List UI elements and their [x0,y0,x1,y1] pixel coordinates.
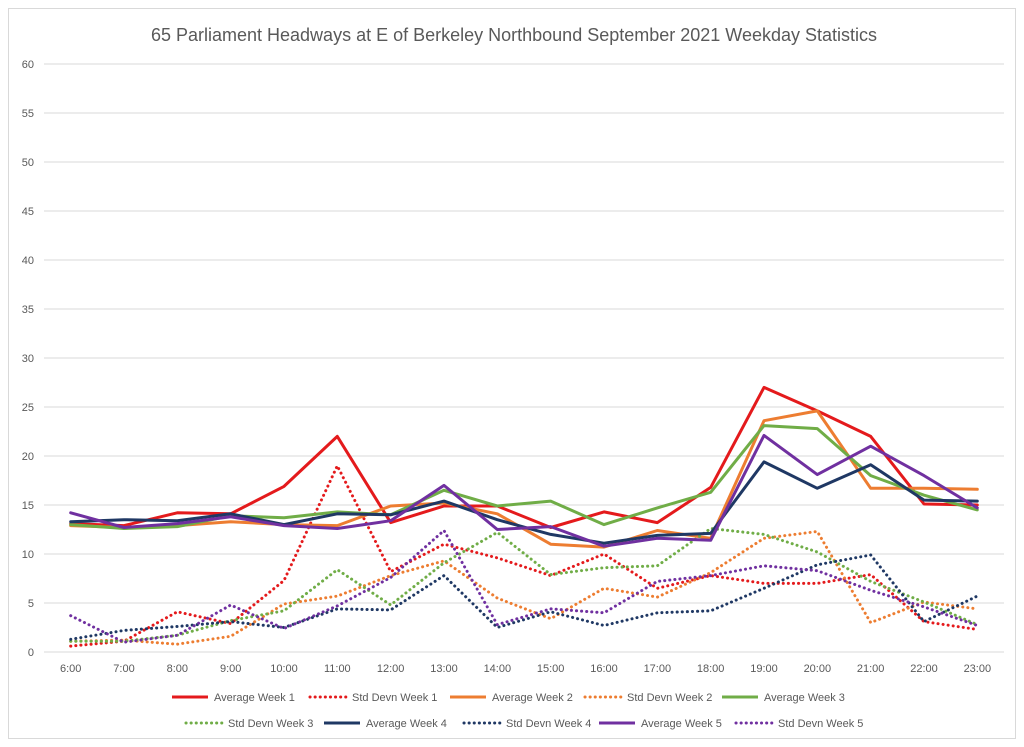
legend-label: Average Week 1 [214,692,295,704]
legend-item-5: Average Week 3 [722,692,845,704]
x-tick-label: 10:00 [270,663,298,675]
x-tick-label: 23:00 [964,663,992,675]
y-tick-label: 60 [22,59,34,71]
x-tick-label: 11:00 [324,663,351,675]
legend-label: Average Week 2 [492,692,573,704]
y-tick-label: 55 [22,108,34,120]
legend-item-6: Std Devn Week 3 [184,718,313,730]
x-tick-label: 17:00 [644,663,672,675]
y-tick-label: 15 [22,500,34,512]
legend-item-3: Average Week 2 [450,692,573,704]
chart-frame [8,8,1016,739]
series-line-9 [69,433,979,548]
y-tick-label: 30 [22,353,34,365]
legend-item-8: Std Devn Week 4 [462,718,591,730]
x-tick-label: 20:00 [804,663,832,675]
legend-item-4: Std Devn Week 2 [583,692,712,704]
y-tick-label: 0 [28,647,34,659]
x-tick-label: 14:00 [484,663,512,675]
y-tick-label: 45 [22,206,34,218]
legend-label: Average Week 4 [366,718,447,730]
series-lines [69,385,979,648]
x-tick-label: 8:00 [167,663,188,675]
gridlines [44,63,1004,653]
y-tick-label: 25 [22,402,34,414]
x-tick-label: 15:00 [537,663,565,675]
y-tick-label: 10 [22,549,34,561]
legend-item-2: Std Devn Week 1 [308,692,437,704]
x-tick-label: 22:00 [910,663,938,675]
series-line-10 [69,529,979,644]
y-tick-label: 40 [22,255,34,267]
x-tick-label: 13:00 [430,663,458,675]
x-tick-label: 12:00 [377,663,405,675]
x-tick-label: 21:00 [857,663,885,675]
x-tick-label: 6:00 [60,663,81,675]
x-tick-label: 19:00 [750,663,778,675]
x-tick-label: 9:00 [220,663,241,675]
legend-item-1: Average Week 1 [172,692,295,704]
y-axis-ticks: 0 5 10 15 20 25 30 35 40 45 50 55 60 [22,59,34,659]
legend-label: Std Devn Week 3 [228,718,313,730]
legend: Average Week 1 Std Devn Week 1 Average Wee… [172,692,863,730]
x-tick-label: 7:00 [113,663,134,675]
x-tick-label: 16:00 [590,663,618,675]
legend-label: Std Devn Week 4 [506,718,591,730]
x-axis-ticks: 6:00 7:00 8:00 9:00 10:00 11:00 12:00 13:00 14:0… [60,663,991,675]
x-tick-label: 18:00 [697,663,725,675]
legend-item-10: Std Devn Week 5 [734,718,863,730]
legend-item-7: Average Week 4 [324,718,447,730]
series-line-1 [69,385,979,529]
series-line-4 [69,530,979,646]
legend-label: Std Devn Week 5 [778,718,863,730]
y-tick-label: 20 [22,451,34,463]
legend-label: Std Devn Week 1 [352,692,437,704]
chart-title: 65 Parliament Headways at E of Berkeley … [151,25,877,45]
legend-label: Std Devn Week 2 [627,692,712,704]
legend-label: Average Week 5 [641,718,722,730]
y-tick-label: 35 [22,304,34,316]
y-tick-label: 5 [28,598,34,610]
legend-item-9: Average Week 5 [599,718,722,730]
y-tick-label: 50 [22,157,34,169]
series-line-8 [69,553,979,641]
legend-label: Average Week 3 [764,692,845,704]
